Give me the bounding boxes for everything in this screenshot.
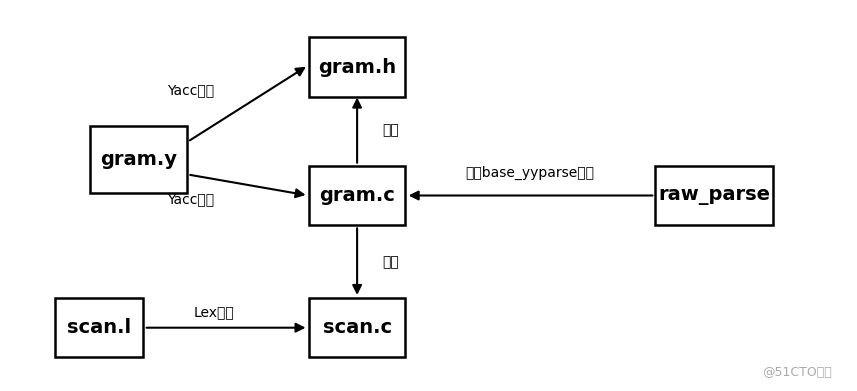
Text: 调用base_yyparse函数: 调用base_yyparse函数 (464, 165, 594, 179)
Text: gram.y: gram.y (100, 150, 177, 169)
FancyBboxPatch shape (309, 298, 405, 357)
FancyBboxPatch shape (309, 166, 405, 225)
Text: gram.c: gram.c (319, 186, 395, 205)
Text: 调用: 调用 (382, 255, 399, 269)
FancyBboxPatch shape (91, 126, 187, 193)
FancyBboxPatch shape (55, 298, 143, 357)
Text: raw_parse: raw_parse (658, 186, 770, 205)
Text: Yacc生成: Yacc生成 (167, 192, 214, 206)
Text: 调用: 调用 (382, 123, 399, 137)
FancyBboxPatch shape (309, 38, 405, 97)
Text: Lex生成: Lex生成 (194, 305, 235, 319)
Text: Yacc生成: Yacc生成 (167, 83, 214, 97)
Text: gram.h: gram.h (318, 57, 396, 77)
Text: scan.l: scan.l (67, 318, 131, 337)
Text: @51CTO博客: @51CTO博客 (762, 366, 831, 379)
Text: scan.c: scan.c (322, 318, 392, 337)
FancyBboxPatch shape (656, 166, 773, 225)
